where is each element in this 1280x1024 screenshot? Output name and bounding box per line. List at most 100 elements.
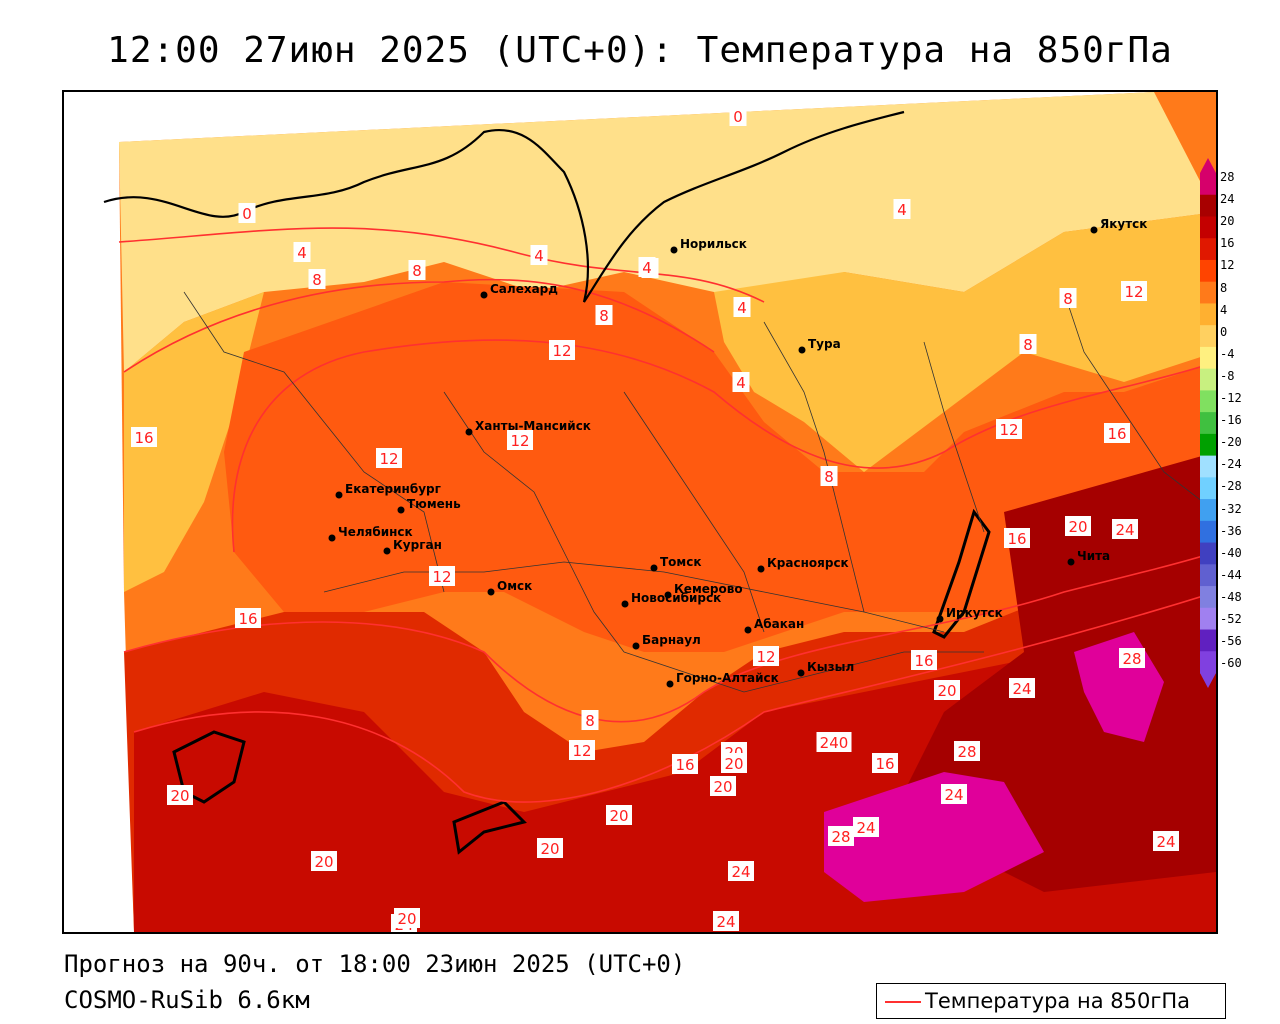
colorbar-swatch xyxy=(1200,303,1216,326)
contour-label-box xyxy=(753,646,779,666)
contour-label-box xyxy=(954,741,980,761)
contour-label-box xyxy=(569,740,595,760)
contour-label-box xyxy=(638,257,656,277)
contour-label-box xyxy=(1112,519,1138,539)
colorbar-tick-label: 16 xyxy=(1220,236,1235,251)
colorbar-tick-label: -48 xyxy=(1220,589,1242,604)
contour-label-box xyxy=(1104,423,1130,443)
colorbar-tick-label: -16 xyxy=(1220,413,1242,428)
city-label: Тура xyxy=(808,337,841,351)
colorbar-tick-label: -44 xyxy=(1220,567,1242,582)
contour-label: 12 xyxy=(510,432,529,450)
city-marker xyxy=(397,506,405,514)
contour-label: 8 xyxy=(824,468,834,486)
contour-label-box xyxy=(308,269,326,289)
forecast-info: Прогноз на 90ч. от 18:00 23июн 2025 (UTC… xyxy=(64,950,686,978)
contour-label: 12 xyxy=(572,742,591,760)
west-cool-pocket xyxy=(124,292,264,592)
contour-label: 16 xyxy=(1007,530,1026,548)
contour-label-box xyxy=(1019,334,1037,354)
contour-label: 4 xyxy=(297,244,307,262)
colorbar-swatch xyxy=(1200,238,1216,261)
colorbar-tick-label: -60 xyxy=(1220,656,1242,671)
contour-label-box xyxy=(507,430,533,450)
contour-label-box xyxy=(911,650,937,670)
central-siberia-cool xyxy=(714,212,1216,472)
city-label: Салехард xyxy=(490,282,558,296)
zone-28-south xyxy=(824,772,1044,902)
city-label: Иркутск xyxy=(946,606,1003,620)
colorbar-swatch xyxy=(1200,564,1216,587)
city-marker xyxy=(383,547,391,555)
contour-label-box xyxy=(537,838,563,858)
contour-label: 8 xyxy=(412,262,422,280)
colorbar-swatches xyxy=(1200,158,1216,688)
contour-label-box xyxy=(293,242,311,262)
colorbar-swatch xyxy=(1200,586,1216,609)
contour-label-box xyxy=(729,106,747,126)
cities-layer: Норильск Якутск Салехард Тура Ханты-Мансийск… xyxy=(328,217,1147,688)
city-label: Ханты-Мансийск xyxy=(475,419,591,433)
colorbar-tick-label: -52 xyxy=(1220,612,1242,626)
contour-label-box xyxy=(1004,528,1030,548)
contour-label: 12 xyxy=(432,568,451,586)
city-marker xyxy=(666,680,674,688)
colorbar-tick-label: 4 xyxy=(1220,302,1228,317)
colorbar-swatch xyxy=(1200,259,1216,283)
colorbar-tick-label: 12 xyxy=(1220,258,1235,273)
colorbar-tick-label: -20 xyxy=(1220,435,1242,450)
colorbar-tick-label: -4 xyxy=(1220,346,1235,361)
contour-label: 28 xyxy=(957,743,976,761)
contour-label: 240 xyxy=(820,734,849,752)
colorbar-swatch xyxy=(1200,455,1216,478)
contour-label: 8 xyxy=(1063,290,1073,308)
contour-label-box xyxy=(408,260,426,280)
city-marker xyxy=(465,428,473,436)
city-marker xyxy=(335,491,343,499)
contour-label-box xyxy=(710,776,736,796)
contour-label-box xyxy=(941,784,967,804)
city-label: Новосибирск xyxy=(631,591,721,605)
contour-label: 20 xyxy=(397,910,416,928)
contour-label: 20 xyxy=(724,755,743,773)
city-label: Томск xyxy=(660,555,702,569)
contour-label: 20 xyxy=(713,778,732,796)
contour-label-box xyxy=(311,851,337,871)
contour-label-box xyxy=(1059,288,1077,308)
contour-label-box xyxy=(713,911,739,931)
city-label: Чита xyxy=(1077,549,1110,563)
contour-label-box xyxy=(732,372,750,392)
contour-label-box xyxy=(721,753,747,773)
colorbar-swatch xyxy=(1200,477,1216,500)
colorbar-swatch xyxy=(1200,173,1216,196)
contour-label: 24 xyxy=(731,863,750,881)
city-label: Горно-Алтайск xyxy=(676,671,779,685)
colorbar-tick-label: -56 xyxy=(1220,634,1242,649)
city-label: Абакан xyxy=(754,617,804,631)
colorbar-tick-label: -36 xyxy=(1220,523,1242,538)
contour-label-box xyxy=(1009,678,1035,698)
colorbar-swatch xyxy=(1200,629,1216,652)
colorbar-swatch xyxy=(1200,607,1216,631)
colorbar-tick-label: -40 xyxy=(1220,545,1242,560)
city-label: Красноярск xyxy=(767,556,849,570)
colorbar-swatch xyxy=(1200,499,1216,522)
colorbar-top-arrow xyxy=(1200,158,1216,173)
contour-label-box xyxy=(376,448,402,468)
contour-label: 8 xyxy=(312,271,322,289)
contour-label-box xyxy=(394,908,420,928)
colorbar-swatch xyxy=(1200,194,1216,217)
contour-label: 28 xyxy=(831,828,850,846)
colorbar-swatch xyxy=(1200,412,1216,435)
city-marker xyxy=(798,346,806,354)
colorbar-tick-label: 20 xyxy=(1220,214,1235,229)
colorbar-swatch xyxy=(1200,368,1216,391)
colorbar-tick-label: 28 xyxy=(1220,170,1235,184)
colorbar-tick-label: 8 xyxy=(1220,280,1228,295)
colorbar-swatch xyxy=(1200,216,1216,239)
contour-label: 12 xyxy=(552,342,571,360)
colorbar-swatch xyxy=(1200,346,1216,370)
model-info: COSMO-RuSib 6.6км xyxy=(64,986,310,1014)
weather-map: Норильск Якутск Салехард Тура Ханты-Мансийск… xyxy=(62,90,1218,934)
contour-label-box xyxy=(238,203,256,223)
